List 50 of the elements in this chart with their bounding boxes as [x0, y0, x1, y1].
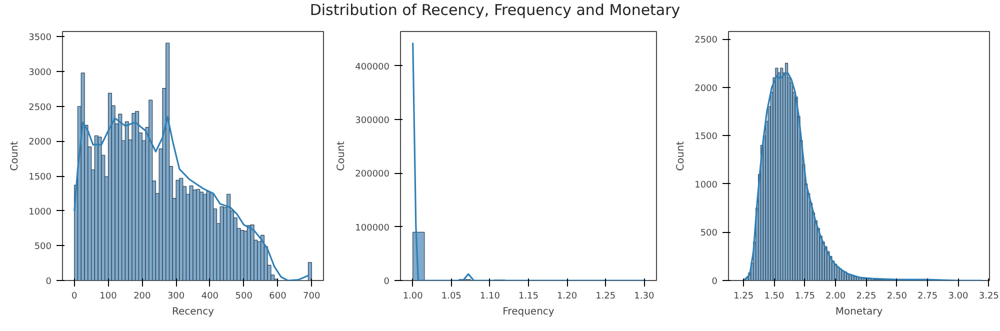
- x-tick-label: 1.05: [441, 292, 462, 302]
- y-tick-label: 2000: [694, 84, 718, 94]
- y-tick-label: 0: [384, 277, 390, 287]
- x-tick-label: 600: [269, 292, 287, 302]
- x-tick-label: 700: [303, 292, 320, 302]
- x-axis-title: Frequency: [502, 306, 554, 318]
- y-axis-title: Count: [676, 141, 687, 171]
- x-tick-label: 1.30: [634, 292, 654, 302]
- y-tick-label: 400000: [355, 62, 390, 72]
- y-tick-label: 100000: [355, 223, 390, 234]
- x-tick-label: 500: [235, 292, 253, 302]
- y-tick-label: 2500: [694, 36, 718, 46]
- x-tick-label: 1.50: [764, 292, 785, 302]
- x-tick-label: 1.20: [557, 292, 578, 302]
- x-tick-label: 2.00: [826, 292, 846, 302]
- x-tick-label: 3.25: [978, 292, 999, 302]
- y-tick-label: 2500: [28, 102, 52, 113]
- y-tick-label: 500: [34, 242, 52, 252]
- x-axis-title: Recency: [172, 306, 214, 318]
- x-tick-label: 300: [167, 292, 185, 302]
- y-tick-label: 0: [46, 277, 52, 287]
- x-axis-title: Monetary: [835, 306, 883, 318]
- x-tick-label: 0: [72, 292, 78, 302]
- chart-title: Distribution of Recency, Frequency and Monetary: [310, 0, 680, 21]
- x-tick-label: 400: [201, 292, 219, 302]
- x-tick-label: 2.25: [856, 292, 876, 302]
- y-tick-label: 1000: [28, 207, 52, 218]
- y-tick-label: 500: [700, 228, 718, 239]
- y-tick-label: 1500: [28, 172, 52, 183]
- x-tick-label: 1.25: [596, 292, 616, 302]
- y-axis-title: Count: [336, 141, 348, 171]
- x-tick-label: 1.10: [480, 292, 500, 302]
- y-tick-label: 300000: [355, 116, 390, 126]
- x-tick-label: 3.00: [948, 292, 969, 302]
- y-tick-label: 1000: [694, 180, 718, 190]
- y-axis-title: Count: [10, 141, 21, 171]
- x-tick-label: 2.50: [886, 292, 908, 302]
- x-tick-label: 1.00: [402, 292, 424, 302]
- x-tick-label: 100: [100, 292, 118, 302]
- x-tick-label: 1.75: [794, 292, 815, 302]
- x-tick-label: 1.25: [734, 292, 754, 302]
- y-tick-label: 2000: [28, 138, 52, 148]
- y-tick-label: 1500: [694, 132, 718, 142]
- x-tick-label: 1.15: [518, 292, 539, 302]
- y-tick-label: 3500: [28, 33, 52, 44]
- x-tick-label: 2.75: [918, 292, 938, 302]
- x-tick-label: 200: [134, 292, 152, 302]
- y-tick-label: 3000: [28, 68, 52, 78]
- y-tick-label: 200000: [355, 170, 390, 180]
- y-tick-label: 0: [712, 277, 718, 287]
